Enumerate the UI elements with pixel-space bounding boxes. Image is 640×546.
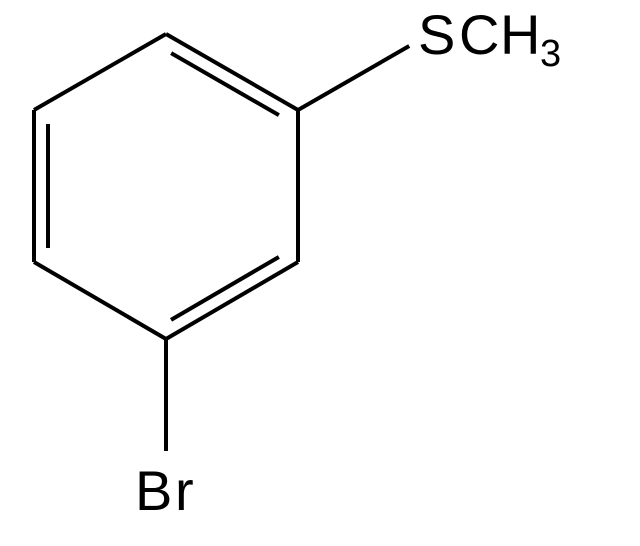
molecule-diagram: SCH3 Br: [0, 0, 640, 546]
svg-text:C: C: [459, 3, 499, 66]
svg-text:3: 3: [540, 33, 561, 75]
svg-text:r: r: [175, 459, 194, 522]
svg-text:B: B: [135, 459, 172, 522]
svg-text:S: S: [418, 3, 455, 66]
svg-text:H: H: [500, 3, 540, 66]
